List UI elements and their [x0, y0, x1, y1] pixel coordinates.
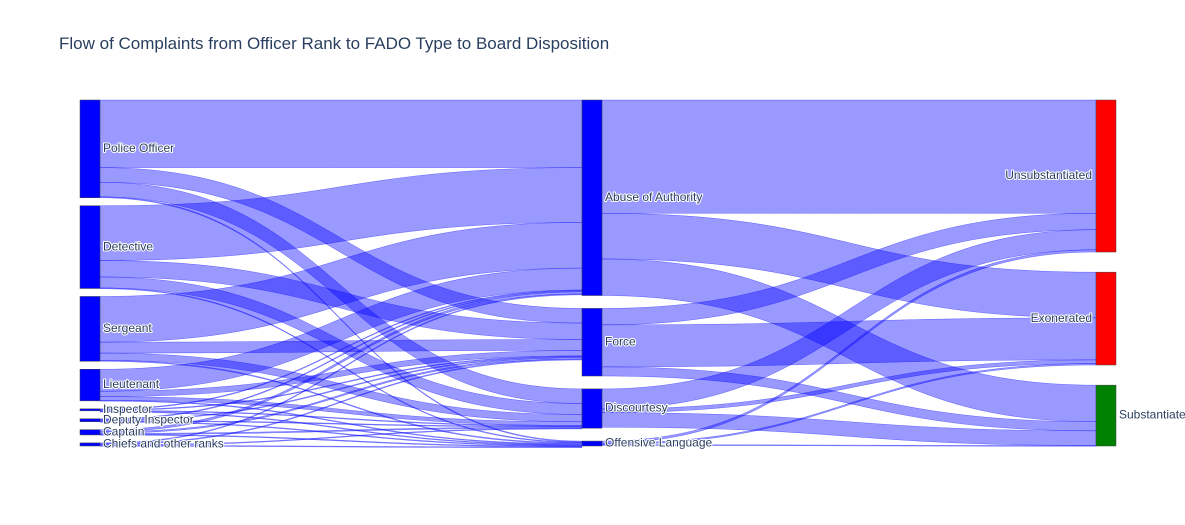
node-deputy_inspector[interactable]	[79, 418, 101, 422]
node-abuse[interactable]	[581, 99, 603, 296]
link-police_officer-to-abuse[interactable]	[99, 99, 583, 168]
link-offensive-to-subst[interactable]	[601, 444, 1097, 447]
node-label-exon: Exonerated	[1031, 311, 1092, 325]
labels-layer: Police Officer Detective Sergeant Lieutenan…	[102, 140, 1185, 452]
nodes-layer	[79, 99, 1117, 447]
node-subst[interactable]	[1095, 384, 1117, 447]
node-unsub[interactable]	[1095, 99, 1117, 253]
link-chiefs-to-discourtesy[interactable]	[99, 427, 583, 446]
node-label-abuse: Abuse of Authority	[605, 190, 702, 204]
node-lieutenant[interactable]	[79, 369, 101, 402]
node-label-detective: Detective	[103, 239, 153, 253]
node-label-force: Force	[605, 334, 636, 348]
node-label-captain: Captain	[103, 424, 144, 438]
node-label-lieutenant: Lieutenant	[103, 377, 160, 391]
links-layer	[99, 99, 1097, 448]
node-inspector[interactable]	[79, 408, 101, 412]
node-offensive[interactable]	[581, 440, 603, 447]
link-chiefs-to-offensive[interactable]	[99, 445, 583, 448]
node-captain[interactable]	[79, 429, 101, 436]
node-sergeant[interactable]	[79, 296, 101, 362]
node-label-unsub: Unsubstantiated	[1005, 168, 1092, 182]
node-label-deputy_inspector: Deputy Inspector	[103, 412, 194, 426]
node-label-sergeant: Sergeant	[103, 321, 152, 335]
node-label-discourtesy: Discourtesy	[605, 401, 668, 415]
node-label-offensive: Offensive Language	[605, 436, 713, 450]
chart-title: Flow of Complaints from Officer Rank to …	[59, 34, 610, 53]
node-detective[interactable]	[79, 205, 101, 289]
node-label-subst: Substantiated	[1119, 408, 1185, 422]
node-force[interactable]	[581, 308, 603, 377]
link-sergeant-to-force[interactable]	[99, 339, 583, 354]
node-exon[interactable]	[1095, 271, 1117, 366]
node-label-police_officer: Police Officer	[103, 141, 174, 155]
node-label-chiefs: Chiefs and other ranks	[103, 437, 224, 451]
node-label-inspector: Inspector	[103, 402, 152, 416]
node-chiefs[interactable]	[79, 442, 101, 447]
node-discourtesy[interactable]	[581, 388, 603, 429]
node-police_officer[interactable]	[79, 99, 101, 199]
